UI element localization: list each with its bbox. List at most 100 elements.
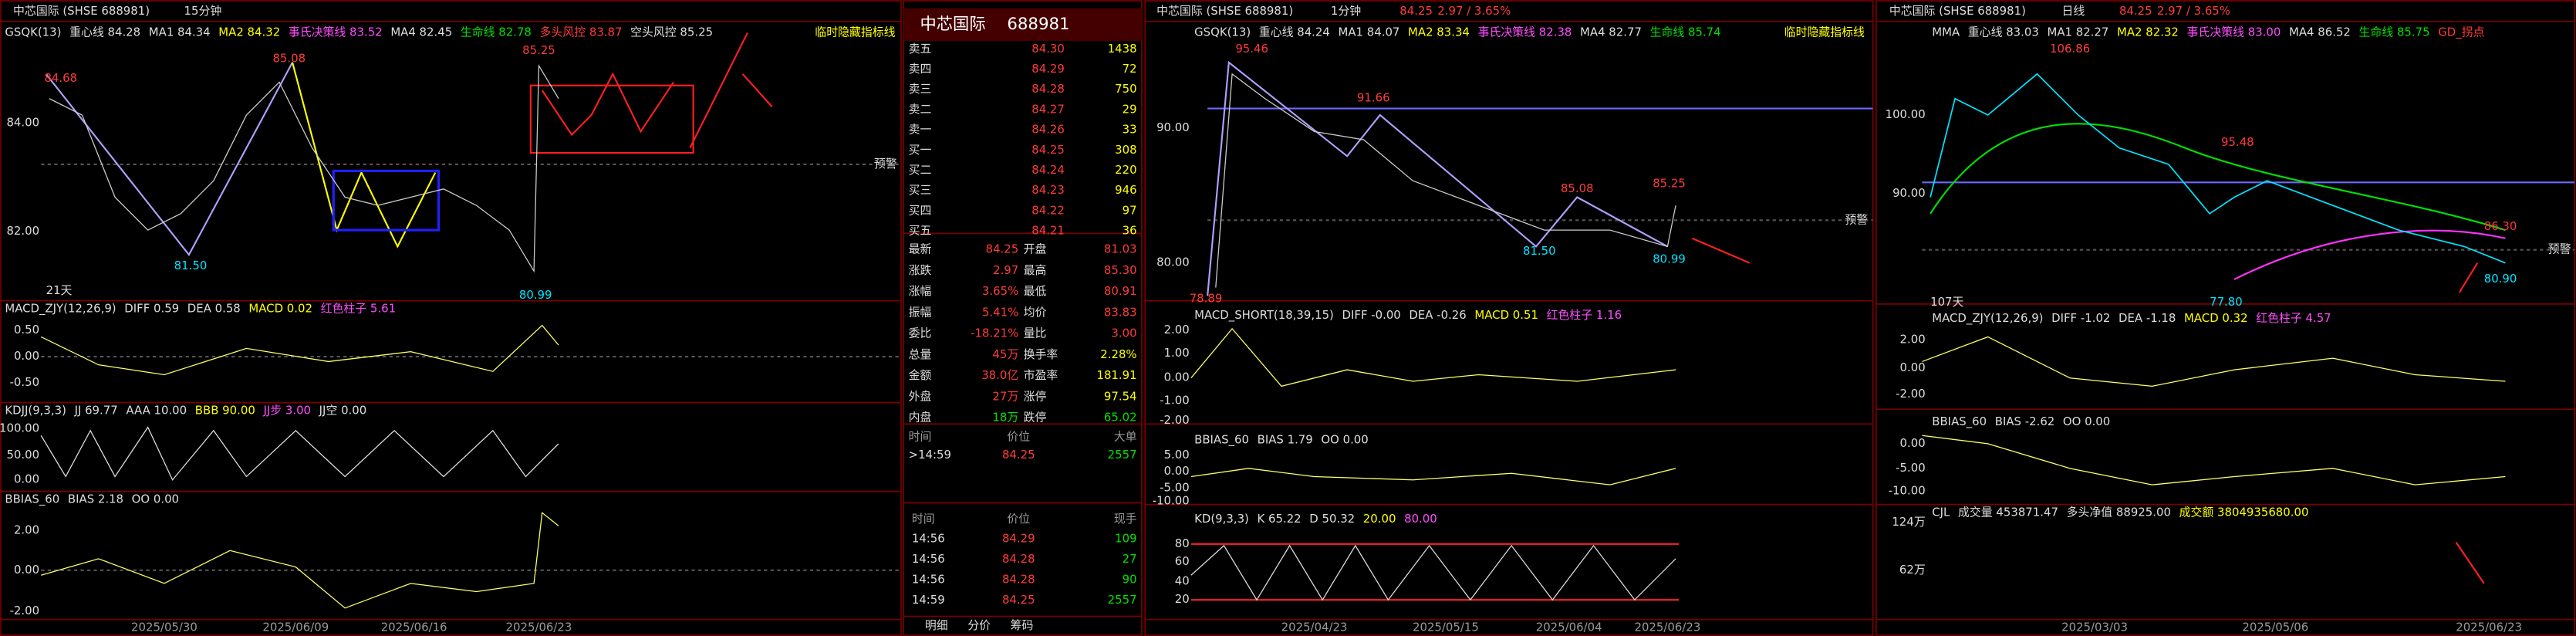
x-axis-label: 2025/05/06 <box>2242 620 2308 634</box>
label: 84.28 <box>1031 82 1065 96</box>
y-axis-label: 124万 <box>1892 515 1925 529</box>
header-item: BIAS 2.18 <box>68 492 123 506</box>
header-item: GSQK(13) <box>5 25 61 39</box>
indicator-header: MMA 重心线 83.03 MA1 82.27 MA2 82.32 事氏决策线 83.0… <box>1932 25 2484 39</box>
label: 181.91 <box>1096 368 1136 382</box>
header-item: K 65.22 <box>1258 512 1302 526</box>
header-item: MA4 82.45 <box>390 25 452 39</box>
price-annotation: 85.08 <box>272 52 306 66</box>
label: 卖五 <box>909 42 932 56</box>
y-axis-label: 80.00 <box>1156 255 1190 269</box>
y-axis-label: -2.00 <box>1896 387 1926 401</box>
y-axis-label: 0.00 <box>1900 436 1926 450</box>
label: 84.28 <box>1002 552 1035 566</box>
indicator-header: BBIAS_60 BIAS -2.62 OO 0.00 <box>1932 414 2110 428</box>
header-item: DIFF -1.02 <box>2051 311 2110 325</box>
label: 2.97 <box>993 263 1018 277</box>
label: 80.91 <box>1104 284 1137 298</box>
label: 外盘 <box>909 389 932 403</box>
header-item: 多头风控 83.87 <box>540 25 623 39</box>
header-item: AAA 10.00 <box>126 403 187 417</box>
y-axis-label: 2.00 <box>1164 323 1190 337</box>
header-item: BIAS 1.79 <box>1258 433 1313 447</box>
header-item: MA4 82.77 <box>1580 25 1642 39</box>
header-item: OO 0.00 <box>1321 433 1368 447</box>
label: 最低 <box>1024 284 1047 298</box>
label: 14:56 <box>912 531 945 545</box>
label: 3.65% <box>982 284 1018 298</box>
label: 价位 <box>1007 429 1030 443</box>
label: 大单 <box>1114 429 1137 443</box>
label: 2557 <box>1108 448 1137 462</box>
header-item: CJL <box>1932 505 1950 519</box>
label: 买一 <box>909 143 932 157</box>
y-axis-label: 100.00 <box>1886 107 1926 121</box>
x-axis-label: 2025/06/23 <box>2456 620 2522 634</box>
indicator-header: MACD_ZJY(12,26,9) DIFF 0.59 DEA 0.58 MACD 0… <box>5 301 396 315</box>
header-item: OO 0.00 <box>132 492 179 506</box>
header-item: MMA <box>1932 25 1960 39</box>
y-axis-label: 1.00 <box>1164 346 1190 360</box>
label: 36 <box>1123 224 1137 238</box>
alert-tag: 预警 <box>874 157 897 171</box>
header-item: JJ 69.77 <box>74 403 118 417</box>
header-item: DEA -0.26 <box>1409 308 1466 322</box>
label: 84.25 <box>1031 143 1065 157</box>
indicator-header: MACD_SHORT(18,39,15) DIFF -0.00 DEA -0.26 M… <box>1194 308 1622 322</box>
header-item: MACD_SHORT(18,39,15) <box>1194 308 1334 322</box>
x-axis-label: 2025/06/04 <box>1536 620 1602 634</box>
y-axis-label: 62万 <box>1899 563 1926 577</box>
x-axis-label: 2025/06/23 <box>506 620 572 634</box>
note: 临时隐藏指标线 <box>815 25 895 39</box>
label: 308 <box>1115 143 1136 157</box>
label: 33 <box>1123 123 1137 137</box>
label: 84.29 <box>1002 531 1035 545</box>
label: 14:59 <box>912 593 945 607</box>
header-item: KD(9,3,3) <box>1194 512 1249 526</box>
price-annotation: 85.25 <box>522 43 555 57</box>
y-axis-label: -2.00 <box>10 604 40 617</box>
label: 卖二 <box>909 102 932 116</box>
indicator-header: BBIAS_60 BIAS 2.18 OO 0.00 <box>5 492 179 506</box>
price-annotation: 91.66 <box>1357 91 1390 105</box>
header-item: 生命线 82.78 <box>461 25 532 39</box>
y-axis-label: -0.50 <box>10 375 40 389</box>
header-item: 成交额 3804935680.00 <box>2179 505 2309 519</box>
price-annotation: 81.50 <box>1523 244 1556 258</box>
y-axis-label: 40 <box>1175 574 1190 588</box>
price-annotation: 95.48 <box>2221 135 2254 149</box>
header-item: 重心线 84.24 <box>1259 25 1330 39</box>
label: 时间 <box>909 429 932 443</box>
y-axis-label: 2.00 <box>14 523 39 537</box>
days: 21天 <box>46 283 73 297</box>
label: 85.30 <box>1104 263 1137 277</box>
header-item: KDJJ(9,3,3) <box>5 403 66 417</box>
label: -18.21% <box>971 326 1018 340</box>
x-axis-label: 2025/06/09 <box>262 620 329 634</box>
label: 90 <box>1123 573 1137 587</box>
label: 现手 <box>1114 512 1137 526</box>
label: 买三 <box>909 183 932 197</box>
label: 220 <box>1115 163 1136 177</box>
label: 750 <box>1115 82 1136 96</box>
y-axis-label: 60 <box>1175 554 1190 568</box>
label: 2557 <box>1108 593 1137 607</box>
change: 2.97 / 3.65% <box>1437 4 1511 18</box>
y-axis-label: 100.00 <box>0 421 39 435</box>
indicator-header: BBIAS_60 BIAS 1.79 OO 0.00 <box>1194 433 1369 447</box>
header-item: 事氏决策线 82.38 <box>1478 25 1572 39</box>
header-item: DIFF -0.00 <box>1342 308 1401 322</box>
price: 84.25 <box>1399 4 1433 18</box>
header-item: BBIAS_60 <box>1194 433 1249 447</box>
price-annotation: 77.80 <box>2210 295 2243 309</box>
label: 卖一 <box>909 123 932 137</box>
label: 开盘 <box>1024 242 1047 256</box>
label: 2.28% <box>1100 347 1136 361</box>
header-item: OO 0.00 <box>2063 414 2110 428</box>
label: 84.25 <box>1002 593 1035 607</box>
y-axis-label: 0.50 <box>14 323 39 337</box>
header-item: BBIAS_60 <box>5 492 59 506</box>
header-item: MA2 84.32 <box>218 25 280 39</box>
label: 总量 <box>909 347 932 361</box>
